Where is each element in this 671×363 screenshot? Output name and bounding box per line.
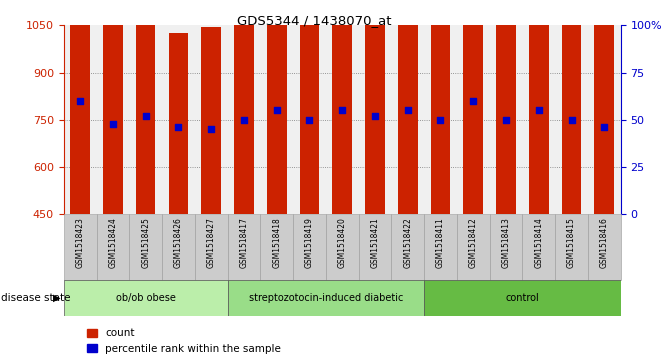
- Point: [173, 125, 184, 130]
- Text: GSM1518414: GSM1518414: [534, 217, 544, 268]
- FancyBboxPatch shape: [555, 214, 588, 280]
- FancyBboxPatch shape: [97, 214, 130, 280]
- Point: [140, 113, 151, 119]
- Text: GSM1518425: GSM1518425: [141, 217, 150, 268]
- FancyBboxPatch shape: [588, 214, 621, 280]
- Text: GSM1518424: GSM1518424: [109, 217, 117, 268]
- Point: [533, 107, 544, 113]
- Point: [370, 113, 380, 119]
- Bar: [168, 33, 189, 214]
- FancyBboxPatch shape: [457, 214, 490, 280]
- FancyBboxPatch shape: [260, 214, 293, 280]
- Text: GSM1518419: GSM1518419: [305, 217, 314, 268]
- Text: GSM1518426: GSM1518426: [174, 217, 183, 268]
- FancyBboxPatch shape: [424, 280, 621, 316]
- Bar: [103, 7, 123, 214]
- Point: [501, 117, 511, 123]
- FancyBboxPatch shape: [523, 214, 555, 280]
- Point: [599, 125, 610, 130]
- Bar: [365, 0, 384, 214]
- Bar: [431, 21, 450, 214]
- Bar: [398, 0, 417, 214]
- Text: ▶: ▶: [53, 293, 60, 303]
- Text: control: control: [505, 293, 539, 303]
- Point: [304, 117, 315, 123]
- Text: ob/ob obese: ob/ob obese: [115, 293, 176, 303]
- Bar: [267, 0, 287, 214]
- Point: [107, 121, 118, 126]
- Bar: [332, 0, 352, 214]
- FancyBboxPatch shape: [490, 214, 523, 280]
- Bar: [300, 15, 319, 214]
- Point: [74, 98, 85, 104]
- Legend: count, percentile rank within the sample: count, percentile rank within the sample: [83, 324, 285, 358]
- FancyBboxPatch shape: [64, 214, 97, 280]
- Text: GSM1518418: GSM1518418: [272, 217, 281, 268]
- Point: [271, 107, 282, 113]
- Text: GSM1518411: GSM1518411: [436, 217, 445, 268]
- Bar: [234, 16, 254, 214]
- Point: [337, 107, 348, 113]
- Point: [468, 98, 478, 104]
- Bar: [496, 13, 516, 214]
- FancyBboxPatch shape: [391, 214, 424, 280]
- Point: [435, 117, 446, 123]
- Point: [206, 126, 217, 132]
- FancyBboxPatch shape: [227, 214, 260, 280]
- Point: [566, 117, 577, 123]
- FancyBboxPatch shape: [195, 214, 227, 280]
- Bar: [136, 0, 156, 214]
- Bar: [70, 0, 90, 214]
- Text: GSM1518416: GSM1518416: [600, 217, 609, 268]
- Point: [403, 107, 413, 113]
- Bar: [464, 0, 483, 214]
- Text: GDS5344 / 1438070_at: GDS5344 / 1438070_at: [237, 15, 392, 28]
- FancyBboxPatch shape: [293, 214, 326, 280]
- Text: GSM1518423: GSM1518423: [76, 217, 85, 268]
- Text: GSM1518422: GSM1518422: [403, 217, 412, 268]
- Text: GSM1518427: GSM1518427: [207, 217, 215, 268]
- Bar: [529, 0, 549, 214]
- Bar: [201, 27, 221, 214]
- Bar: [595, 25, 614, 214]
- Text: GSM1518421: GSM1518421: [370, 217, 380, 268]
- Point: [239, 117, 250, 123]
- Text: GSM1518415: GSM1518415: [567, 217, 576, 268]
- Text: GSM1518417: GSM1518417: [240, 217, 248, 268]
- FancyBboxPatch shape: [64, 280, 227, 316]
- Text: GSM1518420: GSM1518420: [338, 217, 347, 268]
- FancyBboxPatch shape: [358, 214, 391, 280]
- FancyBboxPatch shape: [424, 214, 457, 280]
- Text: streptozotocin-induced diabetic: streptozotocin-induced diabetic: [249, 293, 403, 303]
- FancyBboxPatch shape: [162, 214, 195, 280]
- Text: GSM1518413: GSM1518413: [501, 217, 511, 268]
- Text: GSM1518412: GSM1518412: [469, 217, 478, 268]
- FancyBboxPatch shape: [227, 280, 424, 316]
- Bar: [562, 21, 581, 214]
- FancyBboxPatch shape: [130, 214, 162, 280]
- Text: disease state: disease state: [1, 293, 70, 303]
- FancyBboxPatch shape: [326, 214, 358, 280]
